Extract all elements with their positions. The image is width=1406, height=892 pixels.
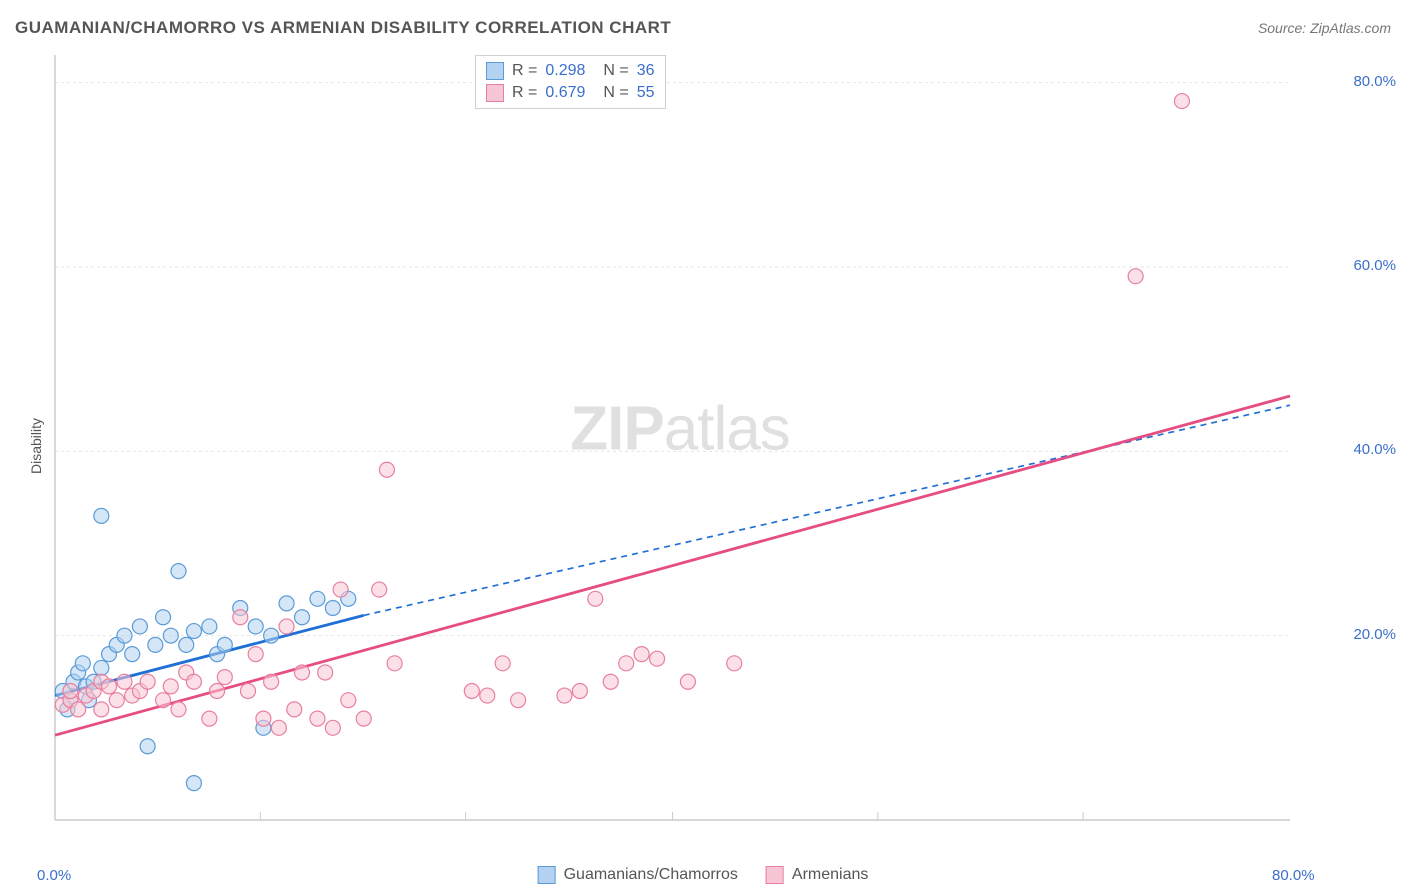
y-tick-label: 80.0% (1353, 73, 1396, 90)
stat-label: N = (603, 62, 628, 80)
y-tick-label: 20.0% (1353, 626, 1396, 643)
x-tick-label: 80.0% (1272, 867, 1315, 884)
chart-plot: ZIPatlas (45, 50, 1315, 840)
chart-title: GUAMANIAN/CHAMORRO VS ARMENIAN DISABILIT… (15, 18, 671, 38)
y-tick-label: 60.0% (1353, 257, 1396, 274)
stat-label: N = (603, 84, 628, 102)
legend-item: Armenians (766, 866, 868, 884)
chart-header: GUAMANIAN/CHAMORRO VS ARMENIAN DISABILIT… (15, 18, 1391, 38)
stats-row: R = 0.298 N = 36 (486, 60, 655, 82)
legend-swatch (538, 866, 556, 884)
legend-label: Armenians (792, 866, 868, 884)
stat-r-value: 0.298 (545, 62, 585, 80)
legend-swatch (486, 62, 504, 80)
bottom-legend: Guamanians/Chamorros Armenians (538, 866, 869, 884)
x-tick-label: 0.0% (37, 867, 71, 884)
stat-n-value: 36 (637, 62, 655, 80)
stats-row: R = 0.679 N = 55 (486, 82, 655, 104)
stat-label: R = (512, 62, 537, 80)
stat-label: R = (512, 84, 537, 102)
stat-n-value: 55 (637, 84, 655, 102)
stat-r-value: 0.679 (545, 84, 585, 102)
legend-item: Guamanians/Chamorros (538, 866, 738, 884)
y-tick-label: 40.0% (1353, 441, 1396, 458)
stats-legend: R = 0.298 N = 36 R = 0.679 N = 55 (475, 55, 666, 109)
chart-source: Source: ZipAtlas.com (1258, 20, 1391, 36)
y-axis-label: Disability (28, 418, 44, 474)
legend-swatch (766, 866, 784, 884)
legend-swatch (486, 84, 504, 102)
chart-svg (45, 50, 1315, 840)
legend-label: Guamanians/Chamorros (564, 866, 738, 884)
